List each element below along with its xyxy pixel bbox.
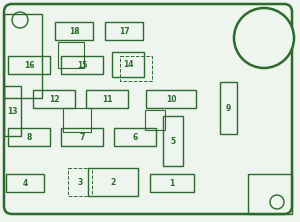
Bar: [8, 128, 50, 146]
Text: 7: 7: [79, 133, 85, 141]
Text: 8: 8: [26, 133, 32, 141]
Bar: [105, 22, 143, 40]
Text: 1: 1: [169, 178, 175, 188]
Bar: [4, 14, 42, 98]
Bar: [88, 168, 138, 196]
Circle shape: [12, 12, 28, 28]
Bar: [8, 56, 50, 74]
Bar: [120, 56, 152, 81]
Text: 4: 4: [22, 178, 28, 188]
Bar: [163, 116, 183, 166]
Text: 2: 2: [110, 178, 116, 186]
Text: 12: 12: [49, 95, 59, 103]
Text: 18: 18: [69, 26, 79, 36]
Text: 14: 14: [123, 60, 133, 69]
Text: 16: 16: [24, 61, 34, 69]
Text: 3: 3: [77, 178, 83, 186]
Bar: [58, 42, 84, 68]
Text: 6: 6: [132, 133, 138, 141]
Bar: [248, 174, 292, 214]
Bar: [4, 86, 21, 136]
Bar: [55, 22, 93, 40]
Bar: [145, 110, 165, 130]
Bar: [146, 90, 196, 108]
Text: 10: 10: [166, 95, 176, 103]
Circle shape: [270, 195, 284, 209]
Bar: [220, 82, 237, 134]
Text: 13: 13: [7, 107, 18, 115]
Text: 5: 5: [170, 137, 175, 145]
Bar: [61, 56, 103, 74]
Text: 17: 17: [119, 26, 129, 36]
Bar: [68, 168, 92, 196]
Bar: [61, 128, 103, 146]
Bar: [6, 174, 44, 192]
Circle shape: [234, 8, 294, 68]
Text: 11: 11: [102, 95, 112, 103]
FancyBboxPatch shape: [4, 4, 292, 214]
Bar: [63, 108, 91, 132]
Text: 9: 9: [226, 103, 231, 113]
Bar: [33, 90, 75, 108]
Text: 15: 15: [77, 61, 87, 69]
Bar: [86, 90, 128, 108]
Bar: [114, 128, 156, 146]
Bar: [150, 174, 194, 192]
Bar: [112, 52, 144, 77]
